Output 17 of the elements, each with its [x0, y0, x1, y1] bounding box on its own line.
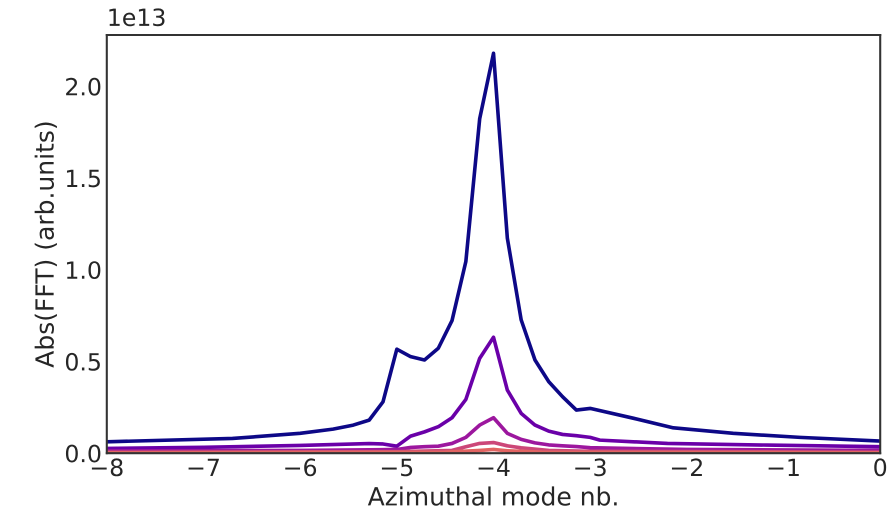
- y-tick-label: 1.5: [66, 170, 100, 188]
- y-tick-label: 1.0: [66, 261, 100, 280]
- line-series: [106, 335, 880, 450]
- x-tick-label: 0: [874, 458, 886, 476]
- x-tick-label: −6: [285, 458, 316, 476]
- x-tick-label: −4: [478, 458, 510, 476]
- y-axis-title: Abs(FFT) (arb.units): [34, 122, 57, 368]
- y-tick-label: 0.5: [66, 352, 100, 371]
- x-tick-label: −2: [672, 458, 702, 476]
- text: 1e13: [109, 8, 164, 26]
- y-tick-label: 2.0: [66, 78, 100, 96]
- x-tick-label: −5: [382, 458, 412, 476]
- x-tick-label: −7: [188, 458, 219, 476]
- x-tick-label: −3: [575, 458, 606, 476]
- x-tick-label: −1: [768, 458, 799, 476]
- line-series: [106, 52, 880, 444]
- x-axis-title: Azimuthal mode nb.: [368, 486, 617, 506]
